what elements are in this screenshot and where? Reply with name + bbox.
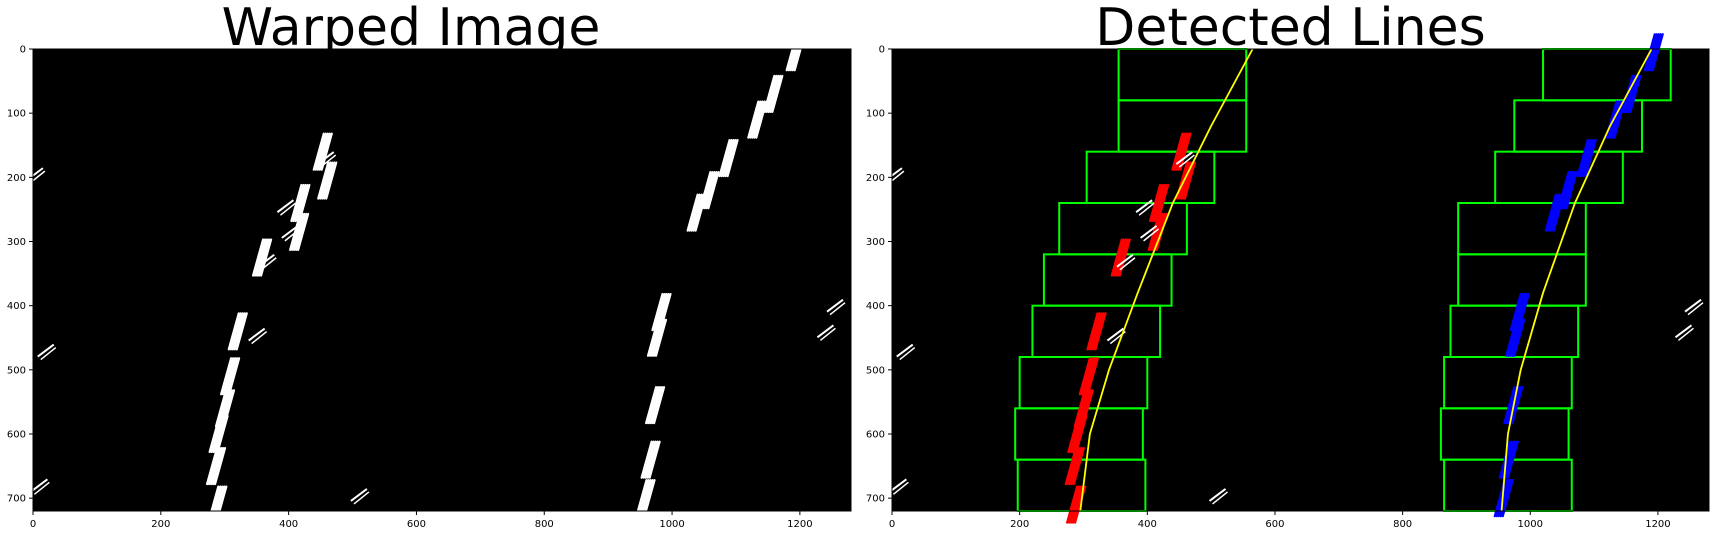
noise-pixels-11 <box>26 167 46 184</box>
noise-pixels-3 <box>1139 225 1160 242</box>
noise-pixels-7 <box>889 478 909 495</box>
detected-y-tick-label-500: 500 <box>866 365 885 376</box>
right-lane-pixels-1 <box>785 33 806 72</box>
warped-x-tick-label-1200: 1200 <box>787 519 812 530</box>
warped-y-tick-label-200: 200 <box>7 173 26 184</box>
warped-x-tick-label-200: 200 <box>151 519 170 530</box>
right-lane-pixels-10 <box>1498 440 1519 479</box>
left-lane-pixels-7 <box>1078 357 1099 396</box>
warped-x-tick-label-1000: 1000 <box>659 519 684 530</box>
left-lane-pixels-10 <box>205 446 227 486</box>
detected-lines-axes: 0 200 400 600 800 1000 1200 0 100 200 300 400 500 600… <box>866 33 1710 530</box>
noise-pixels-9 <box>826 298 846 316</box>
left-lane-pixels-10 <box>1064 446 1085 486</box>
warped-x-tick-label-400: 400 <box>279 519 298 530</box>
noise-pixels-5 <box>248 327 268 345</box>
noise-pixels-10 <box>816 324 836 341</box>
noise-pixels-11 <box>885 167 905 184</box>
left-lane-pixels-6 <box>227 312 248 351</box>
noise-pixels-2 <box>1135 199 1155 216</box>
noise-pixels-9 <box>1684 298 1704 316</box>
detected-x-tick-label-0: 0 <box>889 519 895 530</box>
detected-x-tick-label-800: 800 <box>1393 519 1412 530</box>
detected-axes-frame <box>891 48 1710 512</box>
detected-x-tick-label-1200: 1200 <box>1645 519 1670 530</box>
warped-y-tick-label-700: 700 <box>7 494 26 505</box>
warped-y-tick-label-100: 100 <box>7 109 26 120</box>
noise-pixels-6 <box>350 488 370 505</box>
right-lane-pixels-8 <box>1505 318 1526 357</box>
left-lane-pixels-2 <box>317 161 338 200</box>
warped-x-tick-label-800: 800 <box>535 519 554 530</box>
warped-y-tick-label-300: 300 <box>7 237 26 248</box>
detected-x-tick-label-600: 600 <box>1265 519 1284 530</box>
right-lane-pixels-8 <box>646 318 668 357</box>
right-lane-pixels-6 <box>1544 193 1565 232</box>
warped-y-tick-label-400: 400 <box>7 301 26 312</box>
noise-pixels-1 <box>317 151 337 168</box>
right-lane-pixels-4 <box>718 138 739 178</box>
left-lane-pixels-1 <box>1171 132 1192 171</box>
left-lane-pixels-9 <box>1067 414 1088 454</box>
detected-x-tick-label-400: 400 <box>1138 519 1157 530</box>
left-lane-pixels-6 <box>1086 312 1107 351</box>
detected-y-tick-label-600: 600 <box>866 430 885 441</box>
detected-y-tick-label-0: 0 <box>879 45 885 56</box>
detected-y-tick-label-200: 200 <box>866 173 885 184</box>
left-lane-pixels-7 <box>220 357 241 396</box>
warped-x-tick-label-600: 600 <box>407 519 426 530</box>
left-lane-fit-curve <box>1079 48 1254 512</box>
right-lane-pixels-11 <box>635 479 656 518</box>
right-lane-pixels-4 <box>1576 138 1597 178</box>
noise-pixels-1 <box>1175 151 1195 168</box>
noise-pixels-7 <box>30 478 50 495</box>
detected-y-tick-label-700: 700 <box>866 494 885 505</box>
detected-y-tick-label-100: 100 <box>866 109 885 120</box>
right-lane-pixels-6 <box>686 193 707 232</box>
detected-x-tick-label-1000: 1000 <box>1518 519 1543 530</box>
detected-y-tick-label-300: 300 <box>866 237 885 248</box>
warped-image-title: Warped Image <box>221 0 601 58</box>
right-lane-fit-curve <box>1500 48 1653 512</box>
left-lane-pixels-5 <box>251 238 273 277</box>
right-lane-pixels-3 <box>747 100 768 139</box>
detected-lines-panel: Detected Lines 0 200 400 600 800 1000 1200 0 100… <box>862 0 1719 534</box>
noise-pixels-10 <box>1674 324 1694 341</box>
left-lane-pixels-11 <box>207 485 228 524</box>
noise-pixels-4 <box>1116 253 1136 271</box>
warped-image-background <box>33 49 851 511</box>
noise-pixels-4 <box>257 253 277 271</box>
noise-pixels-3 <box>281 225 301 242</box>
warped-y-tick-label-0: 0 <box>20 45 26 56</box>
right-lane-pixels-9 <box>644 386 666 425</box>
detected-y-tick-label-400: 400 <box>866 301 885 312</box>
detected-image-background <box>892 49 1709 511</box>
noise-pixels-8 <box>896 343 916 361</box>
noise-pixels-2 <box>276 199 296 216</box>
warped-image-panel: Warped Image 0 200 400 600 800 1000 1200 0 100 20… <box>6 0 852 530</box>
left-lane-pixels-5 <box>1110 238 1131 277</box>
right-lane-pixels-10 <box>640 440 661 479</box>
right-lane-pixels-1 <box>1643 33 1664 72</box>
warped-axes-frame <box>32 48 852 512</box>
warped-x-tick-label-0: 0 <box>30 519 36 530</box>
noise-pixels-8 <box>37 343 57 361</box>
left-lane-pixels-9 <box>208 414 229 454</box>
noise-pixels-6 <box>1208 488 1228 505</box>
warped-y-tick-label-500: 500 <box>7 365 26 376</box>
warped-y-tick-label-600: 600 <box>7 430 26 441</box>
warped-image-axes: 0 200 400 600 800 1000 1200 0 100 200 300 400 500 600… <box>6 33 852 530</box>
detected-x-tick-label-200: 200 <box>1010 519 1029 530</box>
